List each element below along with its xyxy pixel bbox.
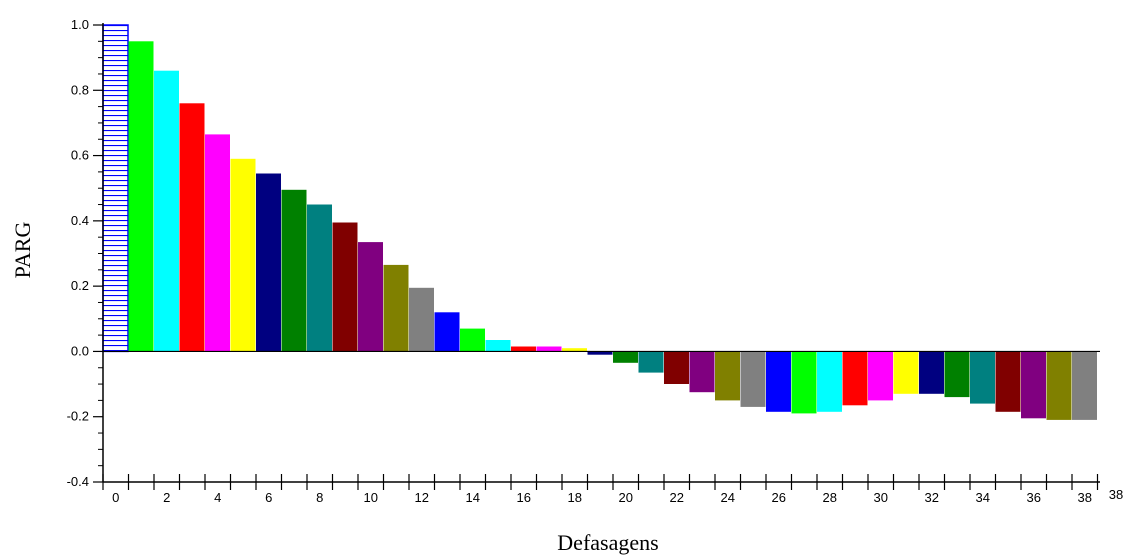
x-tick-label: 10 bbox=[364, 490, 378, 505]
bar-lag-24 bbox=[715, 351, 740, 401]
bar-lag-9 bbox=[332, 222, 358, 352]
y-tick-label: 0.8 bbox=[71, 82, 89, 97]
bar-lag-33 bbox=[944, 351, 970, 398]
y-tick-label: 1.0 bbox=[71, 17, 89, 32]
y-tick-label: -0.2 bbox=[67, 409, 89, 424]
bar-lag-18 bbox=[562, 348, 587, 352]
bar-lag-10 bbox=[358, 242, 383, 352]
bar-lag-0 bbox=[102, 24, 129, 353]
bar-lag-4 bbox=[205, 134, 230, 352]
bar-lag-14 bbox=[460, 328, 485, 352]
bar-lag-5 bbox=[230, 158, 256, 352]
bar-lag-6 bbox=[256, 173, 281, 352]
x-tick-label: 28 bbox=[823, 490, 837, 505]
x-tick-label: 0 bbox=[112, 490, 119, 505]
bar-lag-30 bbox=[868, 351, 893, 401]
bar-lag-32 bbox=[919, 351, 944, 394]
bar-lag-31 bbox=[893, 351, 919, 394]
bar-lag-13 bbox=[434, 312, 460, 352]
x-tick-label: 30 bbox=[874, 490, 888, 505]
bar-lag-38 bbox=[1072, 351, 1097, 420]
x-tick-label: 2 bbox=[163, 490, 170, 505]
bar-lag-28 bbox=[817, 351, 842, 412]
x-tick-label: 38 bbox=[1078, 490, 1092, 505]
bar-lag-37 bbox=[1046, 351, 1072, 420]
bar-lag-2 bbox=[154, 70, 179, 352]
x-tick-label: 8 bbox=[316, 490, 323, 505]
axes-group: -0.4-0.20.00.20.40.60.81.00 2 4 6 8 10 12 14 16 1… bbox=[67, 17, 1124, 505]
bar-lag-3 bbox=[179, 103, 205, 352]
bar-lag-15 bbox=[485, 340, 511, 352]
bar-lag-20 bbox=[613, 351, 638, 363]
y-tick-label: 0.4 bbox=[71, 213, 89, 228]
x-tick-label: 36 bbox=[1027, 490, 1041, 505]
bars-group bbox=[102, 24, 1097, 420]
bar-lag-8 bbox=[307, 204, 332, 352]
bar-lag-35 bbox=[995, 351, 1021, 412]
bar-lag-23 bbox=[689, 351, 715, 393]
y-tick-label: 0.6 bbox=[71, 148, 89, 163]
x-tick-label: 16 bbox=[517, 490, 531, 505]
y-axis-title: PARG bbox=[10, 222, 35, 279]
x-tick-label: 4 bbox=[214, 490, 221, 505]
bar-lag-7 bbox=[281, 189, 307, 352]
x-tick-label: 34 bbox=[976, 490, 990, 505]
bar-lag-19 bbox=[587, 351, 613, 355]
x-tick-label: 6 bbox=[265, 490, 272, 505]
bar-lag-1 bbox=[128, 41, 154, 352]
x-tick-label: 20 bbox=[619, 490, 633, 505]
bar-lag-34 bbox=[970, 351, 995, 404]
x-tick-label: 12 bbox=[415, 490, 429, 505]
x-tick-label: 26 bbox=[772, 490, 786, 505]
x-tick-label: 14 bbox=[466, 490, 480, 505]
bar-lag-12 bbox=[409, 287, 434, 352]
x-tick-label: 24 bbox=[721, 490, 735, 505]
x-axis-end-label: 38 bbox=[1109, 487, 1123, 502]
y-tick-label: 0.0 bbox=[71, 343, 89, 358]
bar-lag-22 bbox=[664, 351, 689, 384]
bar-lag-36 bbox=[1021, 351, 1046, 419]
x-tick-label: 32 bbox=[925, 490, 939, 505]
bar-lag-27 bbox=[791, 351, 817, 414]
y-tick-label: -0.4 bbox=[67, 474, 89, 489]
bar-lag-11 bbox=[383, 264, 409, 352]
y-tick-label: 0.2 bbox=[71, 278, 89, 293]
bar-lag-17 bbox=[536, 346, 562, 352]
bar-lag-26 bbox=[766, 351, 791, 412]
bar-lag-25 bbox=[740, 351, 766, 407]
bar-lag-16 bbox=[511, 346, 536, 352]
x-tick-label: 22 bbox=[670, 490, 684, 505]
bar-lag-29 bbox=[842, 351, 868, 406]
x-axis-title: Defasagens bbox=[557, 530, 658, 555]
bar-lag-21 bbox=[638, 351, 664, 373]
x-tick-label: 18 bbox=[568, 490, 582, 505]
